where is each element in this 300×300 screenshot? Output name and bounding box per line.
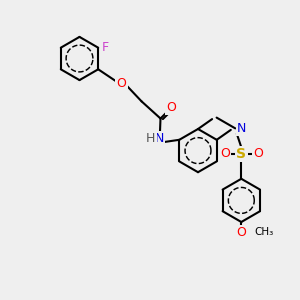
- Text: N: N: [154, 132, 164, 145]
- Text: CH₃: CH₃: [254, 227, 273, 238]
- Text: O: O: [220, 147, 230, 161]
- Text: S: S: [236, 147, 246, 161]
- Text: N: N: [237, 122, 246, 135]
- Text: O: O: [167, 101, 176, 114]
- Text: O: O: [253, 147, 263, 161]
- Text: O: O: [236, 226, 246, 239]
- Text: H: H: [146, 132, 156, 145]
- Text: O: O: [117, 77, 126, 90]
- Text: F: F: [102, 40, 109, 54]
